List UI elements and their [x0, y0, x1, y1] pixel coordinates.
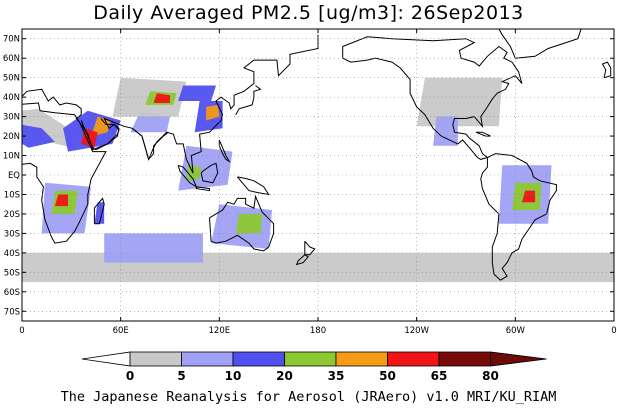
chart-title: Daily Averaged PM2.5 [ug/m3]: 26Sep2013: [93, 2, 524, 24]
coastline-segment: [235, 85, 262, 115]
lon-tick-label: 120W: [404, 326, 429, 336]
region-madagascar: [94, 202, 105, 224]
colorbar-segment: [129, 351, 182, 367]
coastline-segment: [295, 254, 309, 266]
colorbar-left-arrow: [81, 351, 131, 367]
coastline-segment: [195, 186, 210, 192]
colorbar-segment: [438, 351, 491, 367]
lat-tick-label: 70N: [3, 35, 20, 45]
lat-tick-label: 60S: [4, 288, 20, 298]
lat-tick-label: 60N: [3, 54, 20, 64]
graticule: [22, 29, 614, 321]
lat-tick-label: 40S: [4, 249, 20, 259]
longitude-labels: 0 60E 120E 180 120W 60W 0: [19, 29, 617, 336]
coastline-segment: [515, 29, 582, 59]
region-amazon-core: [521, 190, 536, 203]
lon-tick-label: 0: [611, 326, 616, 336]
lat-tick-label: 10N: [3, 152, 20, 162]
region-gobi: [178, 85, 216, 101]
colorbar-tick-label: 80: [482, 369, 499, 383]
lat-tick-label: 70S: [4, 307, 20, 317]
lat-tick-label: 10S: [4, 190, 20, 200]
coastline-segment: [342, 36, 523, 160]
colorbar-segment: [335, 351, 388, 367]
colorbar-tick-label: 20: [276, 369, 293, 383]
region-sumatra-fires: [186, 165, 202, 181]
colorbar-tick-label: 35: [328, 369, 345, 383]
lat-tick-label: 50S: [4, 268, 20, 278]
coastline-segment: [22, 102, 107, 244]
coastline-segment: [93, 197, 105, 225]
lat-tick-label: 20S: [4, 210, 20, 220]
coastline-segment: [304, 240, 316, 256]
lat-tick-label: 30N: [3, 113, 20, 123]
region-east-china-core: [206, 104, 220, 121]
lon-tick-label: 180: [310, 326, 326, 336]
lon-tick-label: 120E: [209, 326, 231, 336]
lon-tick-label: 60W: [506, 326, 526, 336]
region-australia-center: [235, 213, 263, 234]
region-mexico: [433, 116, 458, 146]
region-angola-core: [54, 194, 68, 207]
lat-tick-label: EQ: [8, 171, 20, 181]
footer-credit: The Japanese Reanalysis for Aerosol (JRA…: [60, 389, 557, 405]
colorbar-tick-label: 0: [126, 369, 134, 383]
colorbar-segment: [387, 351, 440, 367]
coastline-segment: [200, 162, 219, 184]
lon-tick-label: 60E: [113, 326, 129, 336]
colorbar-tick-label: 50: [379, 369, 396, 383]
colorbar-tick-label: 5: [177, 369, 185, 383]
lon-tick-label: 0: [19, 326, 24, 336]
colorbar-segment: [232, 351, 285, 367]
coastline-segment: [498, 29, 516, 59]
coastline-segment: [480, 153, 557, 281]
latitude-labels: 70N 60N 50N 40N 30N 20N 10N EQ 10S 20S 30S 40S 50S 60…: [3, 35, 614, 317]
coastline-segment: [209, 194, 275, 252]
coastline-segment: [80, 118, 120, 151]
region-taklamakan-core: [153, 93, 170, 103]
region-north-america: [416, 77, 503, 127]
coastline-segment: [237, 176, 270, 196]
colorbar: [81, 351, 547, 367]
colorbar-segment: [181, 351, 234, 367]
region-indian-ocean-sulfate: [104, 233, 203, 263]
coastline-segment: [601, 61, 612, 79]
colorbar-tick-label: 10: [225, 369, 242, 383]
colorbar-segment: [284, 351, 337, 367]
colorbar-tick-label: 65: [431, 369, 448, 383]
lat-tick-label: 40N: [3, 93, 20, 103]
lat-tick-label: 20N: [3, 132, 20, 142]
coastlines: [22, 29, 612, 281]
colorbar-right-arrow: [490, 351, 547, 367]
coastline-segment: [218, 139, 231, 163]
lat-tick-label: 30S: [4, 229, 20, 239]
colorbar-labels: 0 5 10 20 35 50 65 80: [126, 369, 499, 383]
lat-tick-label: 50N: [3, 74, 20, 84]
